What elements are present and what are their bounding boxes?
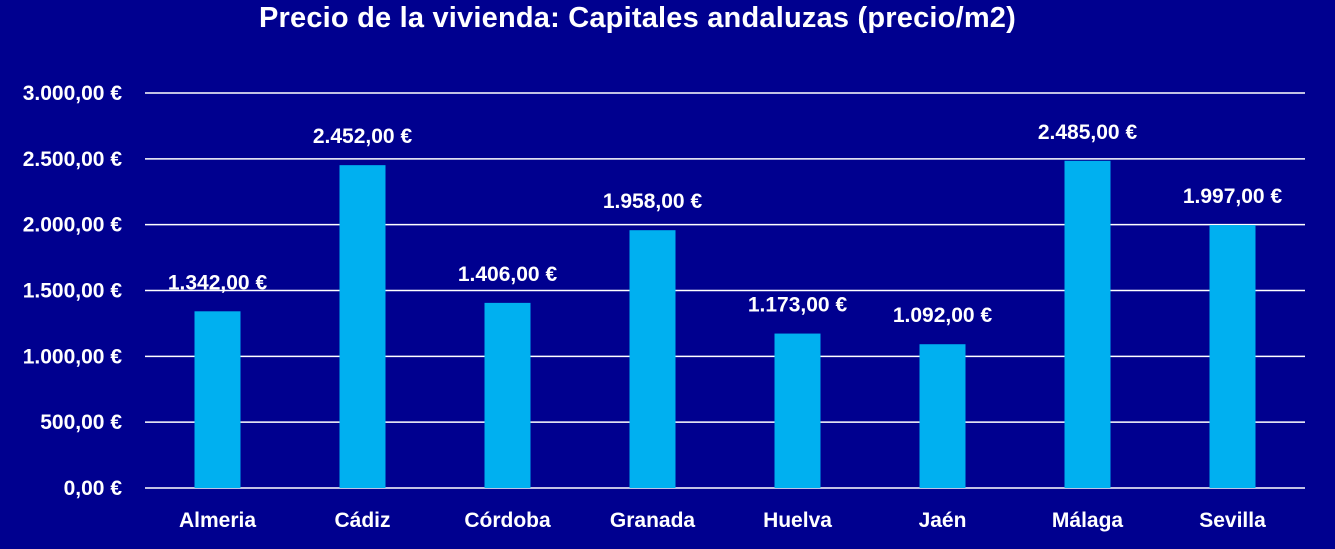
y-axis-ticks: 0,00 € 500,00 € 1.000,00 € 1.500,00 € 2.000,… bbox=[23, 82, 123, 500]
bar-málaga[interactable] bbox=[1064, 160, 1111, 488]
bar-cádiz[interactable] bbox=[339, 165, 386, 489]
y-tick-label: 0,00 € bbox=[64, 477, 123, 500]
bar-granada[interactable] bbox=[629, 230, 676, 489]
y-tick-label: 1.500,00 € bbox=[23, 280, 123, 303]
x-tick-label: Granada bbox=[610, 509, 696, 532]
x-tick-label: Jaén bbox=[919, 509, 967, 532]
data-label: 1.406,00 € bbox=[458, 263, 558, 286]
data-label: 1.092,00 € bbox=[893, 304, 993, 327]
grid-layer bbox=[145, 92, 1305, 489]
data-label: 2.485,00 € bbox=[1038, 121, 1138, 144]
bar-huelva[interactable] bbox=[774, 333, 821, 488]
bar-layer bbox=[194, 160, 1256, 489]
x-tick-label: Córdoba bbox=[464, 509, 551, 532]
x-axis-ticks: Almeria Cádiz Córdoba Granada Huelva Jaén Mála… bbox=[179, 509, 1266, 532]
x-tick-label: Cádiz bbox=[334, 509, 390, 532]
x-tick-label: Huelva bbox=[763, 509, 832, 532]
y-tick-label: 2.000,00 € bbox=[23, 214, 123, 237]
bar-córdoba[interactable] bbox=[484, 302, 531, 488]
data-label: 1.173,00 € bbox=[748, 294, 848, 317]
chart-title: Precio de la vivienda: Capitales andaluz… bbox=[258, 2, 1016, 34]
x-tick-label: Almeria bbox=[179, 509, 256, 532]
y-tick-label: 3.000,00 € bbox=[23, 82, 123, 105]
data-labels: 1.342,00 € 2.452,00 € 1.406,00 € 1.958,00 €… bbox=[168, 121, 1283, 327]
data-label: 1.342,00 € bbox=[168, 271, 268, 294]
y-tick-label: 2.500,00 € bbox=[23, 148, 123, 171]
y-tick-label: 500,00 € bbox=[40, 411, 122, 434]
x-tick-label: Málaga bbox=[1052, 509, 1124, 532]
y-tick-label: 1.000,00 € bbox=[23, 345, 123, 368]
bar-sevilla[interactable] bbox=[1209, 225, 1256, 489]
data-label: 1.997,00 € bbox=[1183, 185, 1283, 208]
data-label: 2.452,00 € bbox=[313, 125, 413, 148]
bar-almeria[interactable] bbox=[194, 311, 241, 488]
x-tick-label: Sevilla bbox=[1199, 509, 1266, 532]
data-label: 1.958,00 € bbox=[603, 190, 703, 213]
bar-jaén[interactable] bbox=[919, 344, 966, 488]
